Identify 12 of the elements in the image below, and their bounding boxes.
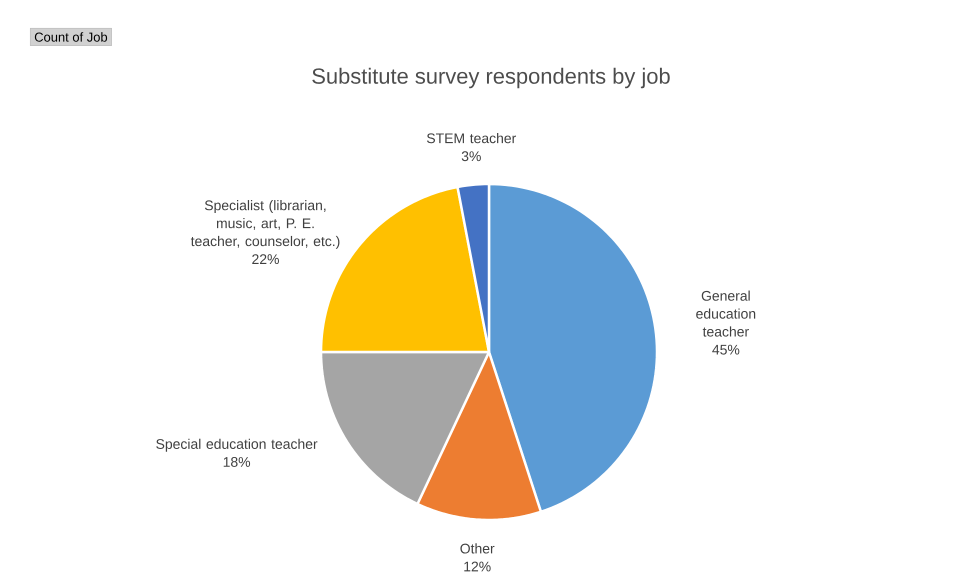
slice-label: General education teacher [696, 290, 756, 337]
slice-label: Specialist (librarian, music, art, P. E. teacher, counselor, etc.) [190, 200, 340, 249]
text: Count of Job [34, 32, 108, 42]
data-label: 12% [464, 562, 491, 572]
chart-title: Substitute survey respondents by job [312, 68, 670, 88]
slice-label: STEM teacher [426, 132, 516, 144]
slice-label: Special education teacher [156, 438, 318, 452]
data-label: 18% [224, 457, 250, 467]
data-label: 3% [462, 151, 481, 162]
data-label: 45% [712, 344, 740, 355]
slice-label: Other [460, 543, 494, 554]
data-label: 22% [252, 254, 279, 264]
